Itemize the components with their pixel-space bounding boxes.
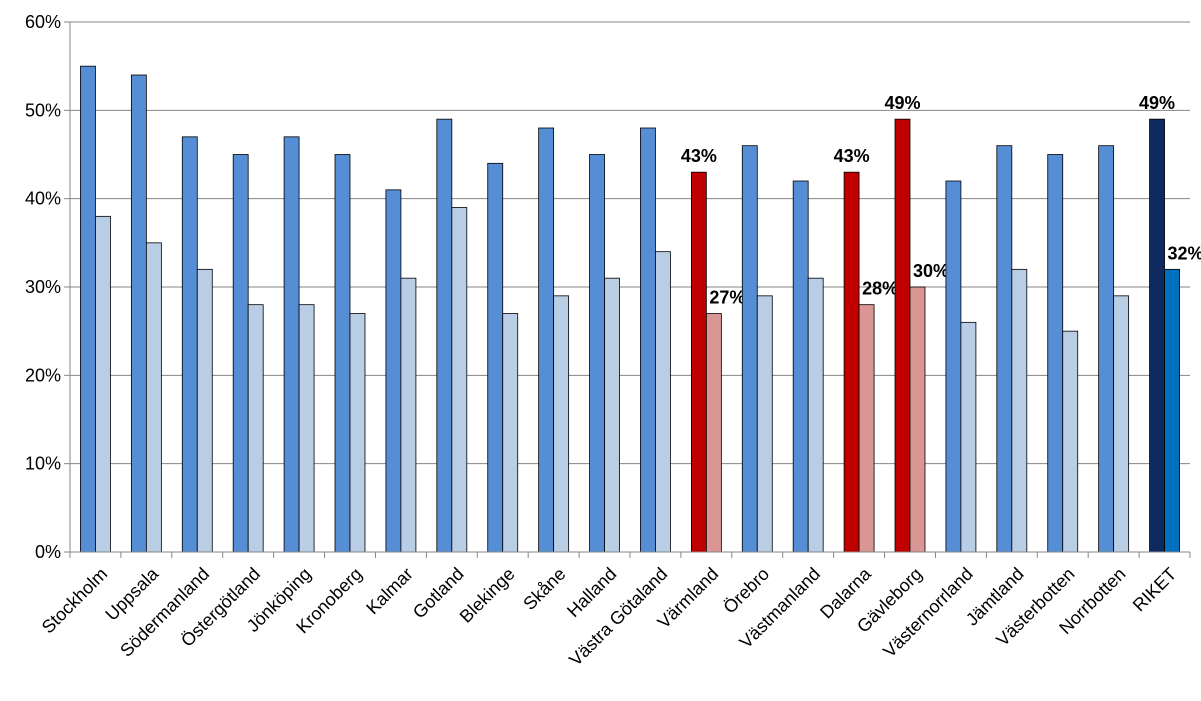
- y-tick-label: 0%: [35, 542, 61, 562]
- y-tick-label: 10%: [25, 454, 61, 474]
- bar: [945, 180, 962, 553]
- bar: [502, 313, 519, 553]
- y-tick-label: 30%: [25, 277, 61, 297]
- bar: [604, 277, 620, 553]
- bar: [741, 145, 758, 553]
- bar: [1113, 295, 1130, 553]
- bar: [1047, 154, 1064, 553]
- bar: [181, 136, 198, 553]
- bar: [690, 171, 707, 553]
- bar: [487, 162, 504, 553]
- x-tick-label: Blekinge: [456, 564, 519, 627]
- bar: [894, 118, 911, 553]
- data-label: 30%: [913, 261, 949, 281]
- bar: [349, 313, 366, 553]
- bar: [247, 304, 264, 553]
- bar: [655, 251, 671, 553]
- bar: [843, 171, 860, 553]
- data-label: 49%: [884, 93, 920, 113]
- bar: [589, 154, 605, 553]
- bar: [196, 268, 213, 553]
- bar: [232, 154, 249, 553]
- bar: [996, 145, 1013, 553]
- x-tick-label: RIKET: [1129, 564, 1181, 616]
- x-tick-label: Södermanland: [116, 564, 213, 661]
- bar: [95, 215, 111, 553]
- bar: [145, 242, 162, 553]
- bar: [80, 65, 96, 553]
- x-tick-label: Västernorrland: [879, 564, 977, 662]
- x-tick-label: Stockholm: [38, 564, 112, 638]
- bar: [1098, 145, 1115, 553]
- bar: [640, 127, 656, 553]
- data-label: 32%: [1168, 243, 1201, 263]
- bar: [1062, 330, 1079, 553]
- bar: [400, 277, 417, 553]
- data-label: 49%: [1139, 93, 1175, 113]
- bar: [451, 207, 468, 553]
- bar: [858, 304, 875, 553]
- bar: [334, 154, 351, 553]
- bar: [298, 304, 315, 553]
- bar: [283, 136, 300, 553]
- bar: [553, 295, 570, 553]
- bar: [1164, 268, 1180, 553]
- x-tick-label: Kalmar: [362, 564, 416, 618]
- bar: [705, 313, 722, 553]
- data-label: 28%: [862, 279, 898, 299]
- data-label: 43%: [834, 146, 870, 166]
- bar: [130, 74, 147, 553]
- bar: [1149, 118, 1165, 553]
- bar: [1011, 268, 1028, 553]
- bar: [538, 127, 555, 553]
- data-label: 43%: [681, 146, 717, 166]
- y-tick-label: 20%: [25, 365, 61, 385]
- y-tick-label: 50%: [25, 100, 61, 120]
- bar: [909, 286, 926, 553]
- bar: [807, 277, 824, 553]
- y-tick-label: 40%: [25, 189, 61, 209]
- bar: [960, 321, 977, 553]
- x-tick-label: Skåne: [519, 564, 569, 614]
- bar: [792, 180, 809, 553]
- data-label: 27%: [709, 288, 745, 308]
- y-tick-label: 60%: [25, 12, 61, 32]
- bar: [756, 295, 773, 553]
- bar: [436, 118, 453, 553]
- bar: [385, 189, 402, 553]
